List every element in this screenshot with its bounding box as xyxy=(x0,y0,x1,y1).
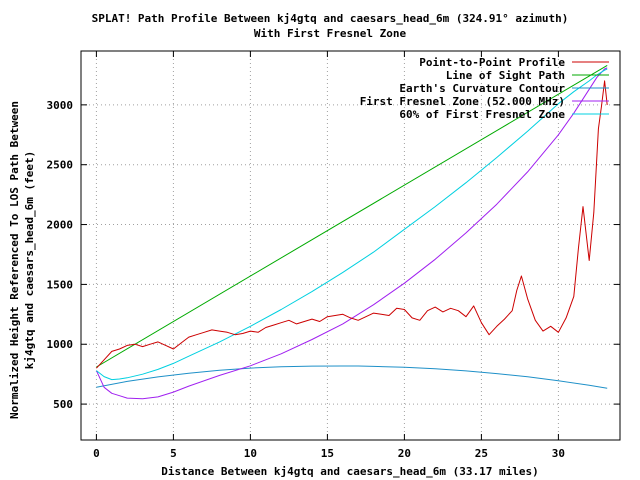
y-tick-label: 3000 xyxy=(47,99,74,112)
series-line-60-of-first-fresnel-zone xyxy=(96,68,608,381)
x-tick-label: 5 xyxy=(170,447,177,460)
series-line-first-fresnel-zone-52-000-mhz xyxy=(95,67,608,400)
y-axis-label-line1: Normalized Height Referenced To LOS Path… xyxy=(8,101,21,419)
series-line-line-of-sight-path xyxy=(96,64,608,368)
x-tick-label: 30 xyxy=(552,447,565,460)
y-tick-label: 2000 xyxy=(47,219,74,232)
x-tick-label: 25 xyxy=(475,447,488,460)
legend-label: First Fresnel Zone (52.000 MHz) xyxy=(360,95,565,108)
legend-label: Line of Sight Path xyxy=(446,69,565,82)
x-tick-label: 10 xyxy=(244,447,257,460)
legend-label: Earth's Curvature Contour xyxy=(399,82,565,95)
y-tick-label: 1000 xyxy=(47,338,74,351)
x-tick-label: 0 xyxy=(93,447,100,460)
y-tick-label: 2500 xyxy=(47,159,74,172)
chart-subtitle: With First Fresnel Zone xyxy=(254,27,407,40)
legend-label: 60% of First Fresnel Zone xyxy=(399,108,565,121)
chart-title: SPLAT! Path Profile Between kj4gtq and c… xyxy=(92,12,569,25)
legend-label: Point-to-Point Profile xyxy=(419,56,565,69)
x-tick-label: 15 xyxy=(321,447,334,460)
y-tick-label: 500 xyxy=(53,398,73,411)
series-line-point-to-point-profile xyxy=(96,80,608,369)
x-axis-label: Distance Between kj4gtq and caesars_head… xyxy=(161,465,539,478)
x-tick-label: 20 xyxy=(398,447,411,460)
ticks: 0 5 10 15 20 25 30 500 1000 1500 2000 2500 3000 xyxy=(47,51,620,460)
y-tick-label: 1500 xyxy=(47,278,74,291)
plot-frame xyxy=(80,50,621,441)
series-line-earth-s-curvature-contour xyxy=(96,365,608,389)
series-layer xyxy=(95,64,608,400)
y-axis-label-line2: kj4gtq and caesars_head_6m (feet) xyxy=(23,151,36,370)
